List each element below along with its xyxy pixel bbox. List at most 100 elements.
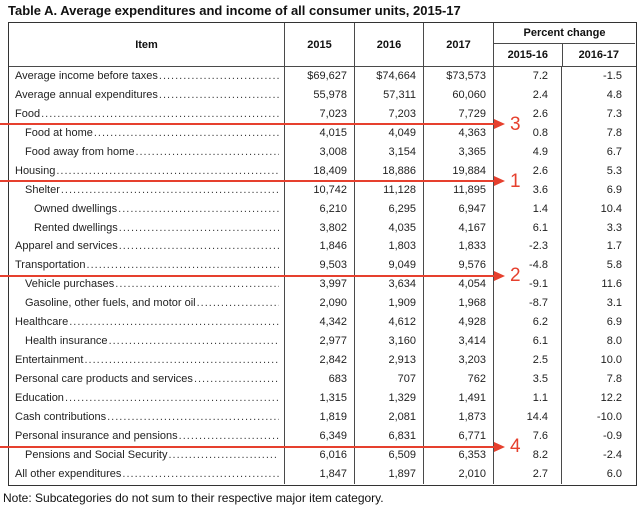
value-cell: 4,035 — [354, 218, 423, 238]
value-cell: 3,160 — [354, 332, 423, 352]
value-cell: 11.6 — [561, 275, 635, 295]
value-cell: -2.3 — [493, 237, 561, 257]
value-cell: 7.8 — [561, 370, 635, 389]
table-row: Pensions and Social Security 6,0166,5096,… — [9, 445, 636, 465]
dot-leader — [159, 67, 279, 86]
value-cell: 1,491 — [423, 388, 493, 408]
annotation-number: 3 — [510, 113, 521, 135]
value-cell: 1,315 — [284, 388, 354, 408]
value-cell: 60,060 — [423, 85, 493, 105]
value-cell: 2,913 — [354, 351, 423, 370]
value-cell: 683 — [284, 370, 354, 389]
value-cell: 2,090 — [284, 294, 354, 314]
value-cell: 1,846 — [284, 237, 354, 257]
item-cell: Rented dwellings — [9, 219, 284, 238]
item-label: Education — [15, 391, 64, 404]
value-cell: 2.7 — [493, 464, 561, 484]
item-cell: Personal care products and services — [9, 370, 284, 389]
value-cell: -1.5 — [561, 67, 635, 86]
table-body: Average income before taxes $69,627$74,66… — [9, 67, 636, 484]
item-cell: Food at home — [9, 124, 284, 143]
dot-leader — [119, 219, 279, 238]
value-cell: 6,831 — [354, 426, 423, 446]
value-cell: 6,016 — [284, 445, 354, 465]
value-cell: 8.2 — [493, 445, 561, 465]
col-header-2015: 2015 — [284, 23, 354, 66]
value-cell: 762 — [423, 370, 493, 389]
item-cell: Food — [9, 105, 284, 124]
value-cell: 6,295 — [354, 199, 423, 219]
value-cell: 5.8 — [561, 256, 635, 276]
value-cell: 4,054 — [423, 275, 493, 295]
value-cell: 7.2 — [493, 67, 561, 86]
value-cell: 6.9 — [561, 313, 635, 333]
dot-leader — [56, 162, 279, 181]
dot-leader — [115, 275, 279, 294]
value-cell: 0.8 — [493, 123, 561, 143]
value-cell: 3.6 — [493, 180, 561, 200]
item-cell: Entertainment — [9, 351, 284, 370]
value-cell: 4,342 — [284, 313, 354, 333]
dot-leader — [179, 427, 279, 446]
item-label: Rented dwellings — [34, 221, 118, 234]
value-cell: $69,627 — [284, 67, 354, 86]
value-cell: 10.4 — [561, 199, 635, 219]
item-label: Food away from home — [25, 145, 135, 158]
value-cell: 4,167 — [423, 218, 493, 238]
item-cell: Housing — [9, 162, 284, 181]
value-cell: 3,365 — [423, 142, 493, 162]
item-cell: Average income before taxes — [9, 67, 284, 86]
item-label: Personal care products and services — [15, 373, 193, 385]
item-label: Shelter — [25, 183, 60, 196]
item-label: All other expenditures — [15, 467, 122, 480]
value-cell: 6.9 — [561, 180, 635, 200]
item-cell: Vehicle purchases — [9, 275, 284, 294]
table-row: Gasoline, other fuels, and motor oil 2,09… — [9, 294, 636, 314]
item-cell: Average annual expenditures — [9, 86, 284, 105]
value-cell: -4.8 — [493, 256, 561, 276]
value-cell: 18,886 — [354, 161, 423, 181]
col-header-2017: 2017 — [423, 23, 493, 66]
item-label: Pensions and Social Security — [25, 448, 168, 461]
value-cell: 11,895 — [423, 180, 493, 200]
annotation-number: 4 — [510, 436, 521, 457]
item-cell: Apparel and services — [9, 237, 284, 256]
value-cell: 2.6 — [493, 161, 561, 181]
value-cell: 3,414 — [423, 332, 493, 352]
value-cell: 7.6 — [493, 426, 561, 446]
table-header: Item 2015 2016 2017 Percent change 2015-… — [9, 23, 636, 67]
table-row: Apparel and services 1,8461,8031,833-2.31… — [9, 237, 636, 257]
value-cell: 4,049 — [354, 123, 423, 143]
table-row: Average income before taxes $69,627$74,66… — [9, 67, 636, 86]
value-cell: 1,968 — [423, 294, 493, 314]
value-cell: 1,819 — [284, 407, 354, 427]
item-cell: Owned dwellings — [9, 200, 284, 219]
item-label: Vehicle purchases — [25, 278, 115, 291]
item-cell: Personal insurance and pensions — [9, 427, 284, 446]
item-label: Health insurance — [25, 335, 108, 348]
value-cell: 2,010 — [423, 464, 493, 484]
table-row: Cash contributions 1,8192,0811,87314.4-10… — [9, 407, 636, 427]
value-cell: 3,997 — [284, 275, 354, 295]
value-cell: 6.7 — [561, 142, 635, 162]
expenditures-table: Item 2015 2016 2017 Percent change 2015-… — [8, 22, 637, 486]
value-cell: 3.1 — [561, 294, 635, 314]
value-cell: 9,049 — [354, 256, 423, 276]
item-label: Apparel and services — [15, 240, 118, 253]
annotation-arrow-line — [0, 180, 495, 183]
value-cell: 3,154 — [354, 142, 423, 162]
value-cell: 11,128 — [354, 180, 423, 200]
item-label: Average annual expenditures — [15, 88, 158, 101]
item-label: Gasoline, other fuels, and motor oil — [25, 297, 196, 310]
dot-leader — [194, 370, 279, 389]
value-cell: 6,349 — [284, 426, 354, 446]
value-cell: 2,842 — [284, 351, 354, 370]
item-cell: All other expenditures — [9, 465, 284, 484]
value-cell: 4.9 — [493, 142, 561, 162]
value-cell: -8.7 — [493, 294, 561, 314]
dot-leader — [41, 105, 279, 124]
